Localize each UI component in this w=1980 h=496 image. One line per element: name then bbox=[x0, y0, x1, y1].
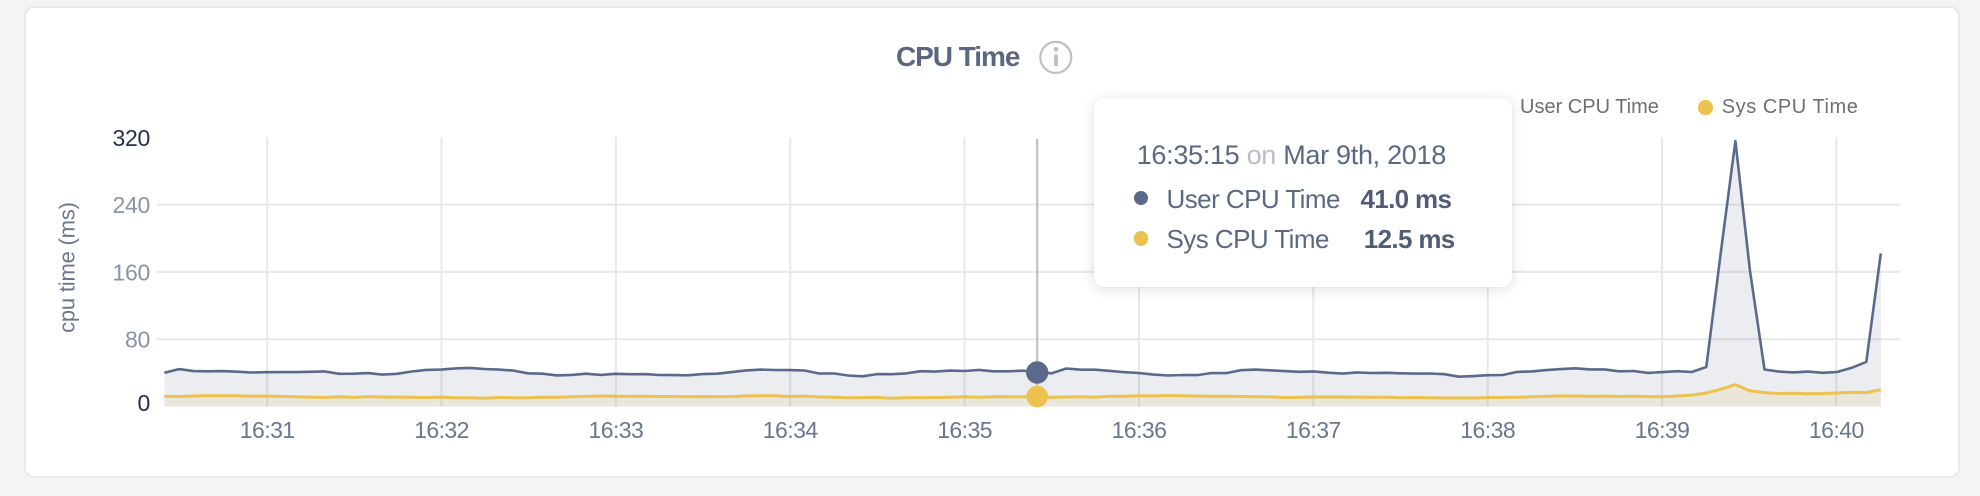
svg-text:16:31: 16:31 bbox=[240, 417, 295, 443]
svg-text:16:33: 16:33 bbox=[588, 417, 643, 443]
svg-text:16:40: 16:40 bbox=[1809, 417, 1864, 443]
svg-text:cpu time (ms): cpu time (ms) bbox=[55, 202, 80, 333]
svg-text:160: 160 bbox=[113, 259, 150, 285]
svg-text:16:36: 16:36 bbox=[1112, 417, 1167, 443]
svg-text:80: 80 bbox=[125, 327, 150, 353]
svg-text:0: 0 bbox=[138, 390, 151, 416]
svg-text:240: 240 bbox=[113, 192, 150, 218]
svg-text:16:39: 16:39 bbox=[1635, 417, 1690, 443]
svg-text:16:34: 16:34 bbox=[763, 417, 819, 443]
svg-text:320: 320 bbox=[113, 125, 150, 151]
svg-text:16:32: 16:32 bbox=[414, 417, 469, 443]
svg-text:16:35: 16:35 bbox=[937, 417, 992, 443]
svg-text:16:38: 16:38 bbox=[1460, 417, 1515, 443]
svg-text:16:37: 16:37 bbox=[1286, 417, 1341, 443]
